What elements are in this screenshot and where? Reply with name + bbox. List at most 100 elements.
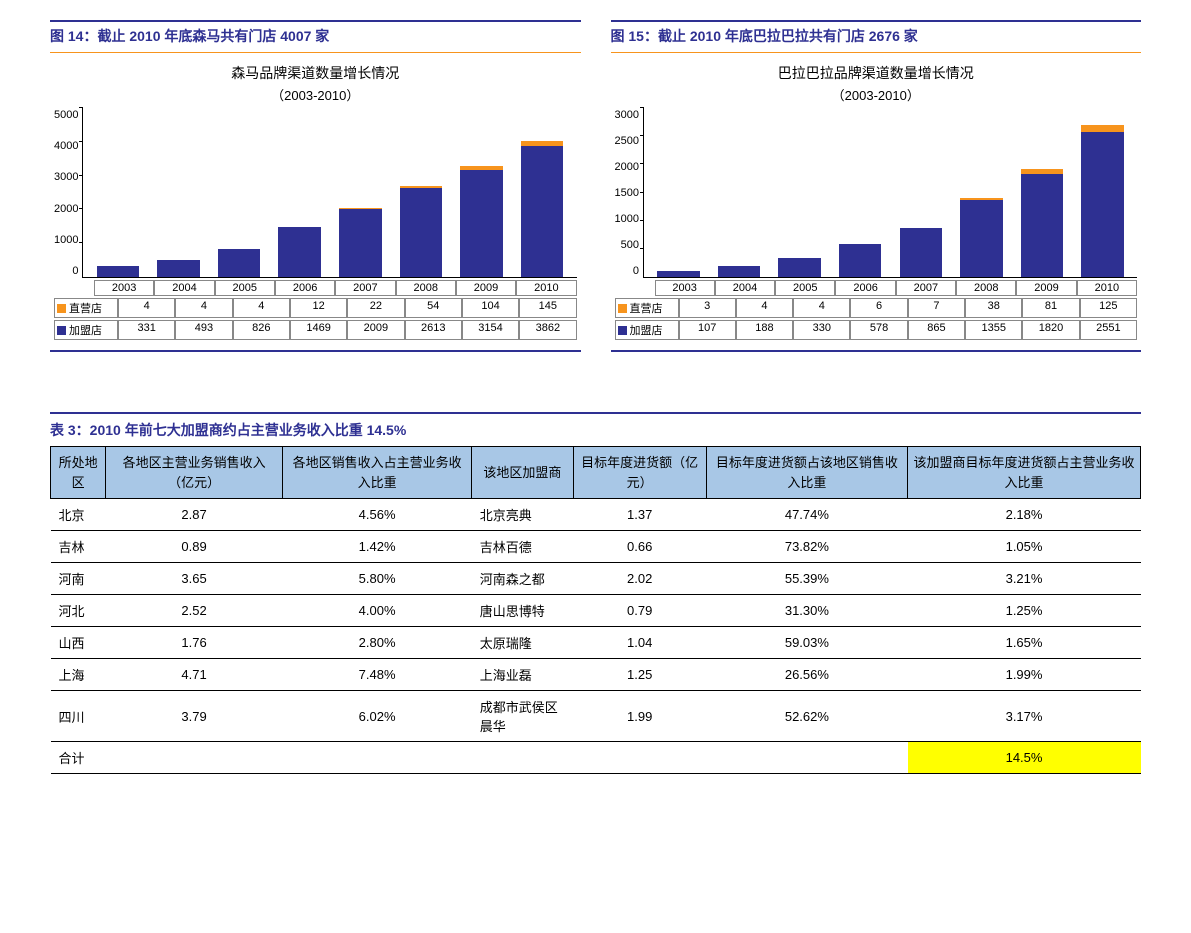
chart-title: 森马品牌渠道数量增长情况 bbox=[54, 63, 577, 83]
chart-data-row: 加盟店107188330578865135518202551 bbox=[615, 320, 1138, 340]
data-cell: 2009 bbox=[456, 280, 516, 296]
data-cell: 2004 bbox=[154, 280, 214, 296]
data-cell: 826 bbox=[233, 320, 290, 340]
column-header: 各地区销售收入占主营业务收入比重 bbox=[282, 447, 471, 499]
data-cell: 4 bbox=[175, 298, 232, 318]
table-cell: 河南森之都 bbox=[472, 563, 573, 595]
bar-franchise bbox=[900, 228, 942, 277]
data-cell: 2003 bbox=[655, 280, 715, 296]
data-cell: 104 bbox=[462, 298, 519, 318]
table-cell: 5.80% bbox=[282, 563, 471, 595]
data-cell: 188 bbox=[736, 320, 793, 340]
table-cell: 2.80% bbox=[282, 627, 471, 659]
bar-franchise bbox=[778, 258, 820, 277]
bar-group bbox=[890, 108, 951, 277]
data-cell: 2006 bbox=[835, 280, 895, 296]
table-row: 上海4.717.48%上海业磊1.2526.56%1.99% bbox=[51, 659, 1141, 691]
bar-group bbox=[451, 108, 512, 277]
chart-subtitle: （2003-2010） bbox=[54, 85, 577, 104]
data-cell: 38 bbox=[965, 298, 1022, 318]
table-row: 吉林0.891.42%吉林百德0.6673.82%1.05% bbox=[51, 531, 1141, 563]
chart-subtitle: （2003-2010） bbox=[615, 85, 1138, 104]
chart-data-row: 加盟店33149382614692009261331543862 bbox=[54, 320, 577, 340]
legend-empty bbox=[615, 280, 655, 296]
column-header: 该地区加盟商 bbox=[472, 447, 573, 499]
bar-franchise bbox=[218, 249, 260, 277]
chart-data-row: 20032004200520062007200820092010 bbox=[54, 280, 577, 296]
bar-franchise bbox=[718, 266, 760, 277]
data-cell: 578 bbox=[850, 320, 907, 340]
bar-franchise bbox=[960, 200, 1002, 277]
empty-cell bbox=[106, 742, 283, 774]
data-cell: 493 bbox=[175, 320, 232, 340]
table-cell: 1.65% bbox=[908, 627, 1141, 659]
plot-area bbox=[643, 108, 1137, 278]
data-cell: 125 bbox=[1080, 298, 1137, 318]
column-header: 该加盟商目标年度进货额占主营业务收入比重 bbox=[908, 447, 1141, 499]
data-cell: 2005 bbox=[215, 280, 275, 296]
bar-group bbox=[830, 108, 891, 277]
data-cell: 2007 bbox=[896, 280, 956, 296]
table-row: 北京2.874.56%北京亮典1.3747.74%2.18% bbox=[51, 499, 1141, 531]
bar-franchise bbox=[460, 170, 502, 277]
data-cell: 6 bbox=[850, 298, 907, 318]
legend-empty bbox=[54, 280, 94, 296]
legend-swatch bbox=[618, 326, 627, 335]
y-axis: 050010001500200025003000 bbox=[615, 108, 643, 278]
table-cell: 1.04 bbox=[573, 627, 706, 659]
data-cell: 4 bbox=[233, 298, 290, 318]
bar-franchise bbox=[657, 271, 699, 277]
table-cell: 山西 bbox=[51, 627, 106, 659]
table-cell: 0.79 bbox=[573, 595, 706, 627]
bar-group bbox=[330, 108, 391, 277]
bar-franchise bbox=[400, 188, 442, 277]
table-cell: 北京 bbox=[51, 499, 106, 531]
table-cell: 4.56% bbox=[282, 499, 471, 531]
data-cell: 2006 bbox=[275, 280, 335, 296]
bar-group bbox=[1072, 108, 1133, 277]
data-cell: 2010 bbox=[1077, 280, 1137, 296]
column-header: 所处地区 bbox=[51, 447, 106, 499]
table-cell: 河南 bbox=[51, 563, 106, 595]
table-cell: 北京亮典 bbox=[472, 499, 573, 531]
bar-franchise bbox=[839, 244, 881, 277]
table-cell: 1.25 bbox=[573, 659, 706, 691]
table-cell: 上海 bbox=[51, 659, 106, 691]
data-cell: 22 bbox=[347, 298, 404, 318]
table-row: 河北2.524.00%唐山思博特0.7931.30%1.25% bbox=[51, 595, 1141, 627]
table-cell: 55.39% bbox=[706, 563, 907, 595]
data-cell: 2005 bbox=[775, 280, 835, 296]
total-value: 14.5% bbox=[908, 742, 1141, 774]
column-header: 各地区主营业务销售收入（亿元） bbox=[106, 447, 283, 499]
empty-cell bbox=[282, 742, 471, 774]
table-cell: 四川 bbox=[51, 691, 106, 742]
table-cell: 4.00% bbox=[282, 595, 471, 627]
legend-label: 直营店 bbox=[54, 298, 118, 318]
chart-1: 图 15：截止 2010 年底巴拉巴拉共有门店 2676 家巴拉巴拉品牌渠道数量… bbox=[611, 20, 1142, 352]
table-cell: 1.37 bbox=[573, 499, 706, 531]
table-cell: 河北 bbox=[51, 595, 106, 627]
table-cell: 3.21% bbox=[908, 563, 1141, 595]
table-cell: 31.30% bbox=[706, 595, 907, 627]
table-cell: 2.87 bbox=[106, 499, 283, 531]
data-cell: 4 bbox=[793, 298, 850, 318]
bar-franchise bbox=[97, 266, 139, 277]
data-cell: 1469 bbox=[290, 320, 347, 340]
column-header: 目标年度进货额（亿元） bbox=[573, 447, 706, 499]
table-cell: 唐山思博特 bbox=[472, 595, 573, 627]
bar-franchise bbox=[1081, 132, 1123, 277]
data-cell: 2004 bbox=[715, 280, 775, 296]
table-row: 河南3.655.80%河南森之都2.0255.39%3.21% bbox=[51, 563, 1141, 595]
table-cell: 1.42% bbox=[282, 531, 471, 563]
table-cell: 1.76 bbox=[106, 627, 283, 659]
bar-group bbox=[87, 108, 148, 277]
table-cell: 3.17% bbox=[908, 691, 1141, 742]
bar-group bbox=[269, 108, 330, 277]
bar-franchise bbox=[339, 209, 381, 277]
table-cell: 73.82% bbox=[706, 531, 907, 563]
table-cell: 太原瑞隆 bbox=[472, 627, 573, 659]
data-cell: 2009 bbox=[347, 320, 404, 340]
bar-franchise bbox=[278, 227, 320, 277]
data-cell: 2010 bbox=[516, 280, 576, 296]
legend-label: 加盟店 bbox=[54, 320, 118, 340]
